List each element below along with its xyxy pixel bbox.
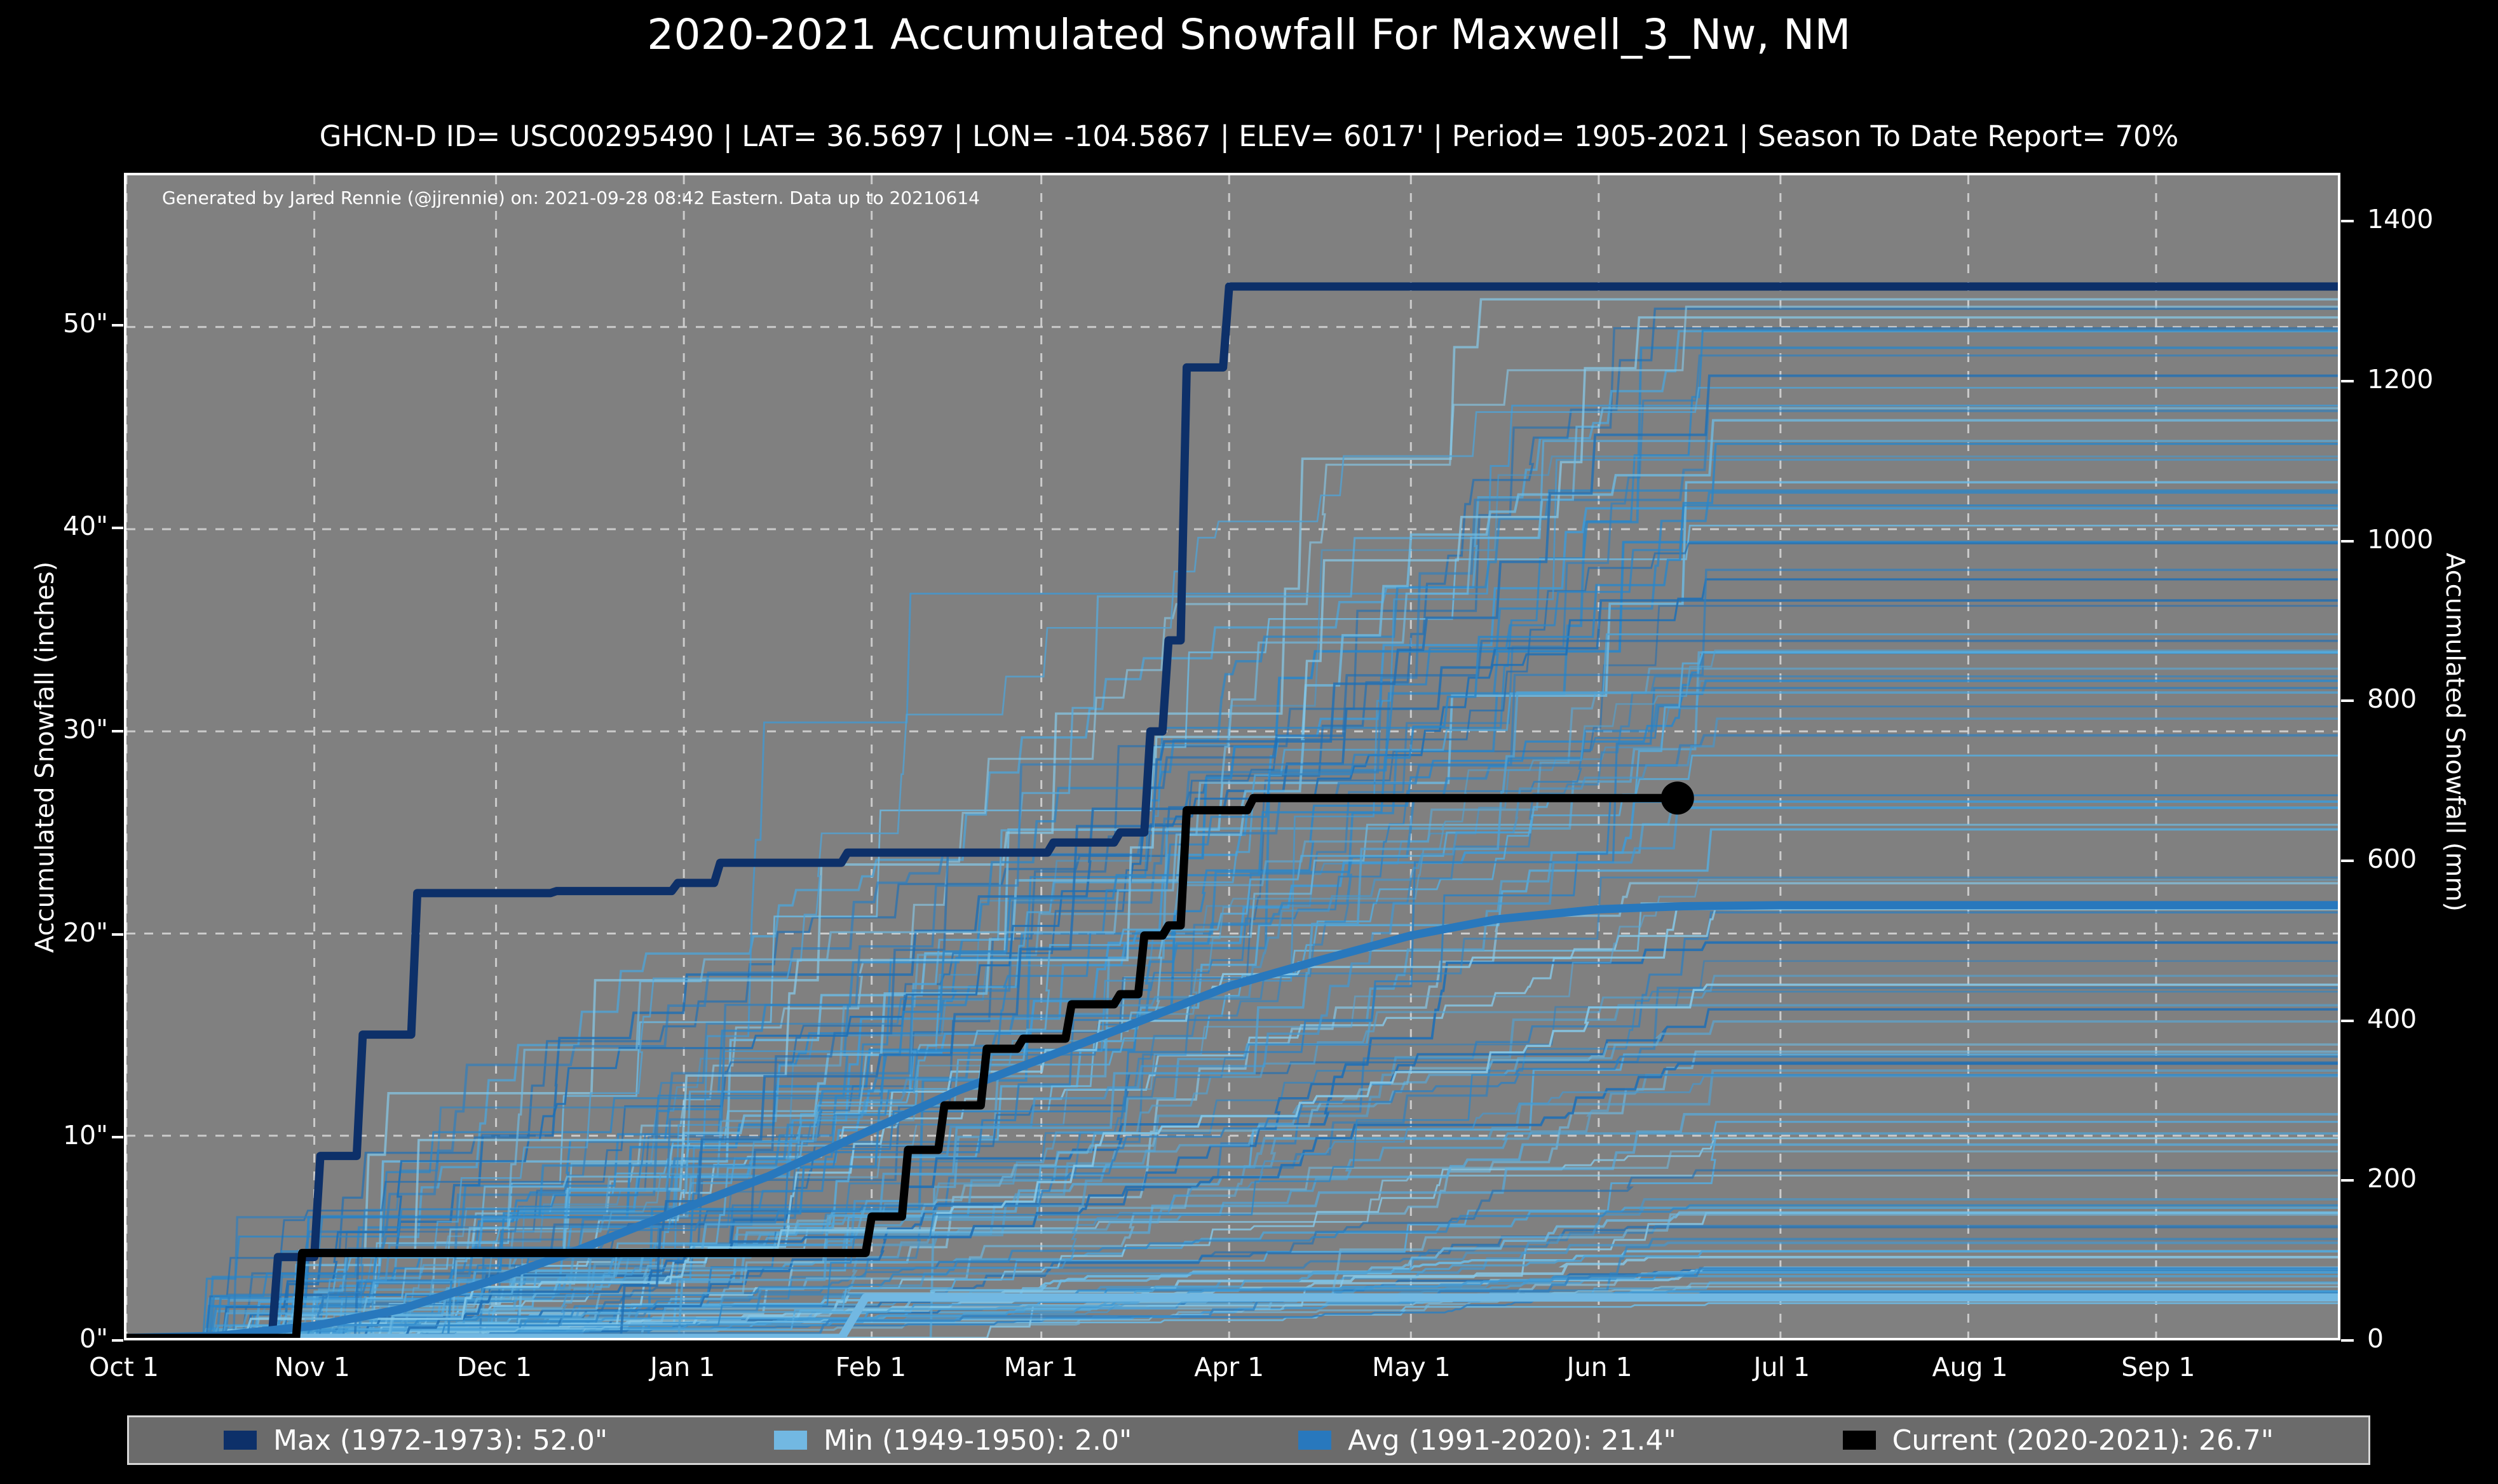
- legend-min[interactable]: Min (1949-1950): 2.0": [773, 1424, 1132, 1457]
- y-axis-left-tick-10: 10": [62, 1120, 108, 1151]
- y-axis-left-tickmark: [112, 527, 123, 530]
- generated-by-note: Generated by Jared Rennie (@jjrennie) on…: [162, 187, 980, 208]
- y-axis-left-tick-50: 50": [62, 307, 108, 339]
- y-axis-right-tickmark: [2341, 699, 2354, 703]
- y-axis-right-tick-200: 200: [2367, 1163, 2417, 1194]
- x-axis-tick-jan-1: Jan 1: [649, 1352, 716, 1382]
- y-axis-right-tickmark: [2341, 1339, 2354, 1342]
- x-axis-tick-apr-1: Apr 1: [1194, 1352, 1265, 1382]
- series-current: [126, 793, 1678, 1338]
- legend-current-label: Current (2020-2021): 26.7": [1892, 1424, 2274, 1457]
- y-axis-right-tick-0: 0: [2367, 1323, 2384, 1354]
- series-max: [126, 282, 2338, 1338]
- y-axis-right-tick-400: 400: [2367, 1003, 2417, 1034]
- y-axis-left-tick-0: 0": [79, 1323, 108, 1354]
- y-axis-right-tickmark: [2341, 1019, 2354, 1022]
- legend-max-swatch: [223, 1431, 257, 1450]
- y-axis-right-tick-1000: 1000: [2367, 523, 2434, 555]
- legend-current[interactable]: Current (2020-2021): 26.7": [1842, 1424, 2274, 1457]
- plot-area: [124, 173, 2340, 1340]
- y-axis-right-tick-600: 600: [2367, 843, 2417, 874]
- y-axis-left-tickmark: [112, 730, 123, 733]
- x-axis-tick-may-1: May 1: [1371, 1352, 1451, 1382]
- legend-avg[interactable]: Avg (1991-2020): 21.4": [1298, 1424, 1676, 1457]
- current-end-marker: [1660, 781, 1694, 815]
- series-avg: [126, 901, 2338, 1338]
- y-axis-left-tickmark: [112, 933, 123, 936]
- y-axis-right-tickmark: [2341, 1179, 2354, 1182]
- legend-avg-label: Avg (1991-2020): 21.4": [1348, 1424, 1676, 1457]
- y-axis-left-tickmark: [112, 323, 123, 327]
- y-axis-left-tickmark: [112, 1339, 123, 1342]
- y-axis-right-tickmark: [2341, 220, 2354, 223]
- page-title: 2020-2021 Accumulated Snowfall For Maxwe…: [647, 10, 1851, 59]
- series-min: [126, 1293, 2338, 1338]
- legend-max[interactable]: Max (1972-1973): 52.0": [223, 1424, 608, 1457]
- y-axis-right-tick-800: 800: [2367, 684, 2417, 715]
- x-axis-tick-mar-1: Mar 1: [1003, 1352, 1078, 1382]
- x-axis-tick-sep-1: Sep 1: [2121, 1352, 2196, 1382]
- y-axis-left-label: Accumulated Snowfall (inches): [31, 561, 60, 953]
- legend-avg-swatch: [1298, 1431, 1332, 1450]
- y-axis-right-tickmark: [2341, 539, 2354, 543]
- x-axis-tick-jun-1: Jun 1: [1566, 1352, 1633, 1382]
- chart-subtitle: GHCN-D ID= USC00295490 | LAT= 36.5697 | …: [319, 119, 2179, 153]
- x-axis-tick-feb-1: Feb 1: [835, 1352, 907, 1382]
- y-axis-left-tick-20: 20": [62, 917, 108, 948]
- y-axis-right-tick-1200: 1200: [2367, 363, 2434, 395]
- legend-min-swatch: [773, 1431, 807, 1450]
- y-axis-right-tickmark: [2341, 859, 2354, 862]
- legend-max-label: Max (1972-1973): 52.0": [273, 1424, 608, 1457]
- y-axis-right-tick-1400: 1400: [2367, 204, 2434, 235]
- x-axis-tick-aug-1: Aug 1: [1932, 1352, 2008, 1382]
- x-axis-tick-jul-1: Jul 1: [1753, 1352, 1810, 1382]
- x-axis-tick-oct-1: Oct 1: [88, 1352, 159, 1382]
- y-axis-left-tickmark: [112, 1136, 123, 1139]
- y-axis-right-tickmark: [2341, 379, 2354, 382]
- y-axis-left-tick-30: 30": [62, 714, 108, 745]
- legend-current-swatch: [1842, 1431, 1876, 1450]
- y-axis-left-tick-40: 40": [62, 511, 108, 542]
- chart-svg: [126, 175, 2338, 1338]
- legend-min-label: Min (1949-1950): 2.0": [823, 1424, 1132, 1457]
- chart-legend: Max (1972-1973): 52.0" Min (1949-1950): 2…: [127, 1415, 2370, 1465]
- x-axis-tick-dec-1: Dec 1: [456, 1352, 533, 1382]
- x-axis-tick-nov-1: Nov 1: [274, 1352, 350, 1382]
